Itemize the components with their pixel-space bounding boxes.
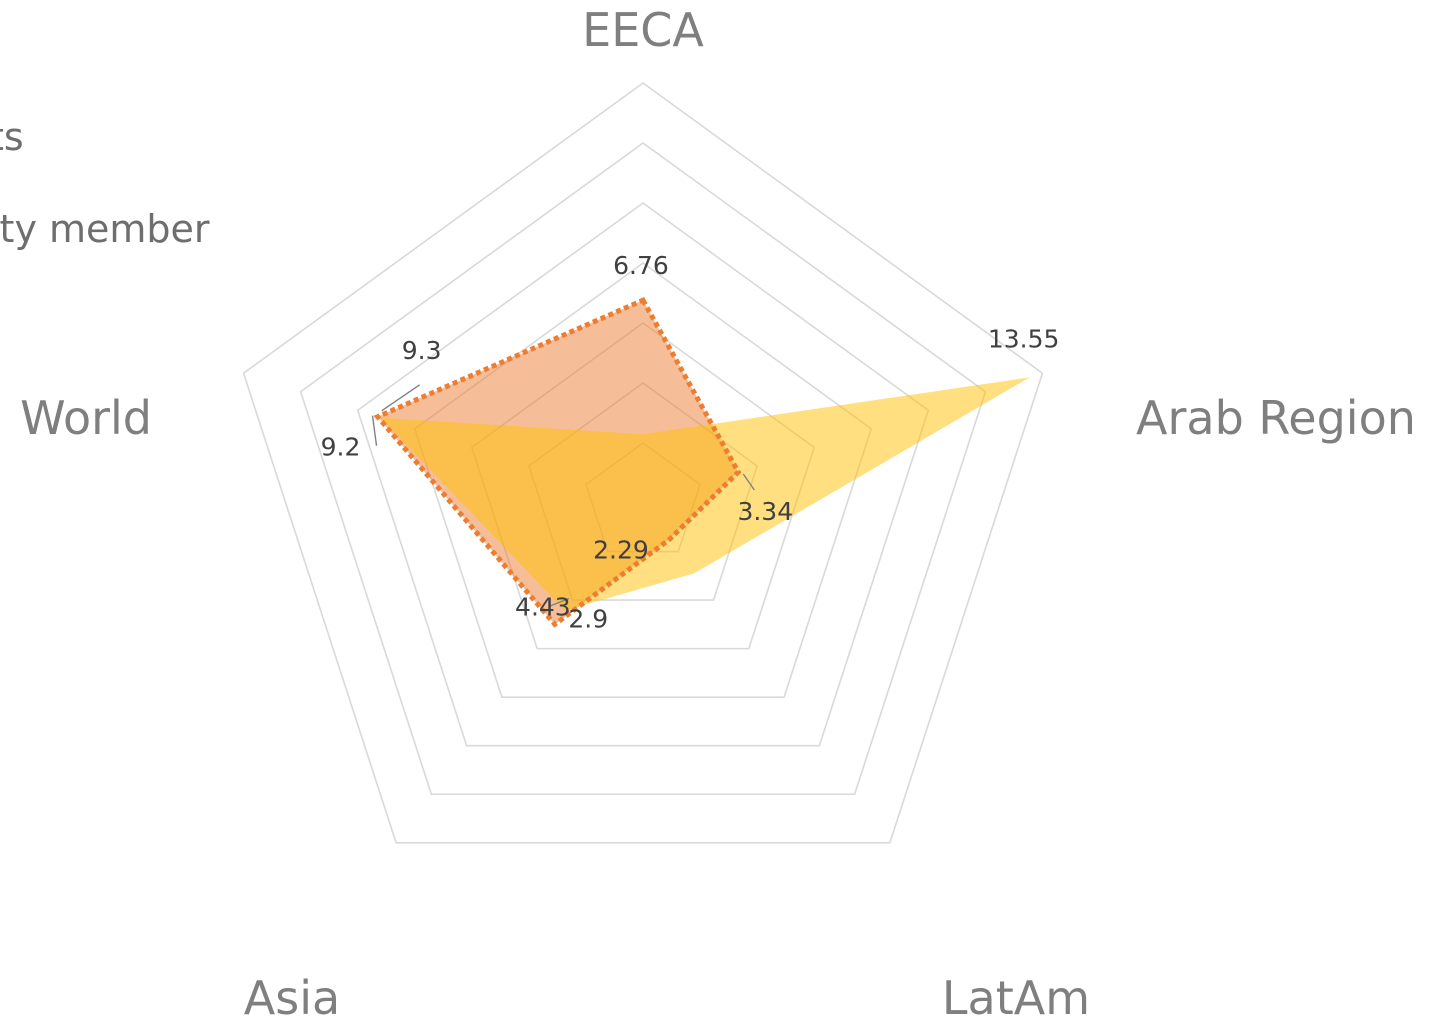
data-label: 2.9 — [568, 604, 608, 633]
axis-label-latam: LatAm — [942, 971, 1090, 1018]
axis-label-asia: Asia — [244, 971, 340, 1018]
leader-line — [381, 384, 421, 412]
data-label: 9.3 — [402, 336, 442, 365]
axis-label-arab-region: Arab Region — [1136, 391, 1416, 445]
legend-item-series-1: ts — [0, 115, 24, 159]
leader-line — [548, 597, 570, 608]
leader-line — [371, 415, 378, 446]
radar-series — [373, 296, 1030, 628]
data-labels: 2.29 13.55 2.94.43 9.2 6.76 3.34 9.3 — [321, 251, 1060, 633]
axis-label-eeca: EECA — [582, 3, 704, 57]
data-label: 2.29 — [593, 535, 649, 564]
leader-lines — [371, 384, 755, 608]
data-label: 6.76 — [613, 251, 669, 280]
gridline-ring — [356, 202, 930, 747]
axis-label-world: World — [20, 391, 152, 445]
gridline-ring — [299, 142, 987, 796]
series-2-outline — [373, 296, 742, 628]
series-1-area — [380, 377, 1030, 611]
legend-item-series-2: lty member — [0, 207, 210, 251]
leader-line — [742, 473, 755, 491]
gridline-ring — [242, 82, 1044, 844]
data-label: 9.2 — [321, 433, 361, 462]
data-label: 4.43 — [515, 593, 571, 622]
data-label: 3.34 — [737, 497, 793, 526]
data-label: 13.55 — [988, 324, 1060, 353]
